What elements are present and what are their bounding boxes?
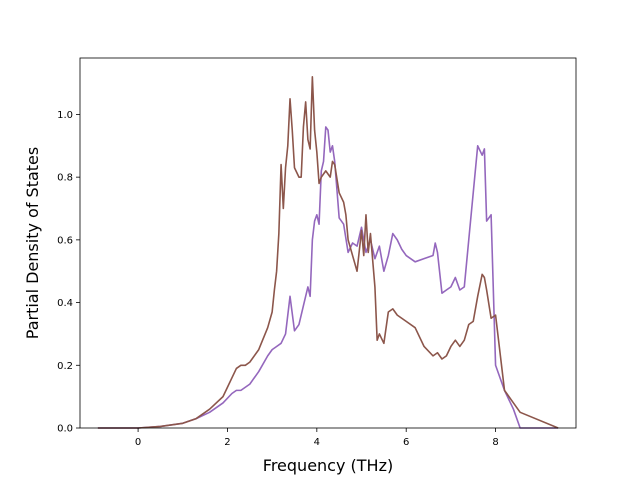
x-tick-label: 2	[224, 437, 230, 448]
y-tick-label: 1.0	[57, 110, 73, 121]
y-tick-label: 0.2	[57, 361, 73, 372]
y-tick-label: 0.0	[57, 424, 73, 435]
x-tick-label: 0	[135, 437, 141, 448]
x-tick-label: 4	[314, 437, 320, 448]
series-line-1	[97, 126, 559, 429]
y-tick-label: 0.6	[57, 235, 73, 246]
x-axis-ticks: 0 2 4 6 8	[135, 428, 499, 448]
x-axis-label: Frequency (THz)	[263, 456, 393, 475]
x-tick-label: 8	[492, 437, 498, 448]
y-tick-label: 0.4	[57, 298, 73, 309]
series-line-2	[97, 76, 559, 429]
x-tick-label: 6	[403, 437, 409, 448]
plot-frame	[79, 57, 577, 429]
y-axis-label: Partial Density of States	[23, 147, 42, 339]
y-axis-ticks: 0.0 0.2 0.4 0.6 0.8 1.0	[57, 110, 80, 435]
plot-lines	[97, 76, 559, 429]
y-tick-label: 0.8	[57, 173, 73, 184]
